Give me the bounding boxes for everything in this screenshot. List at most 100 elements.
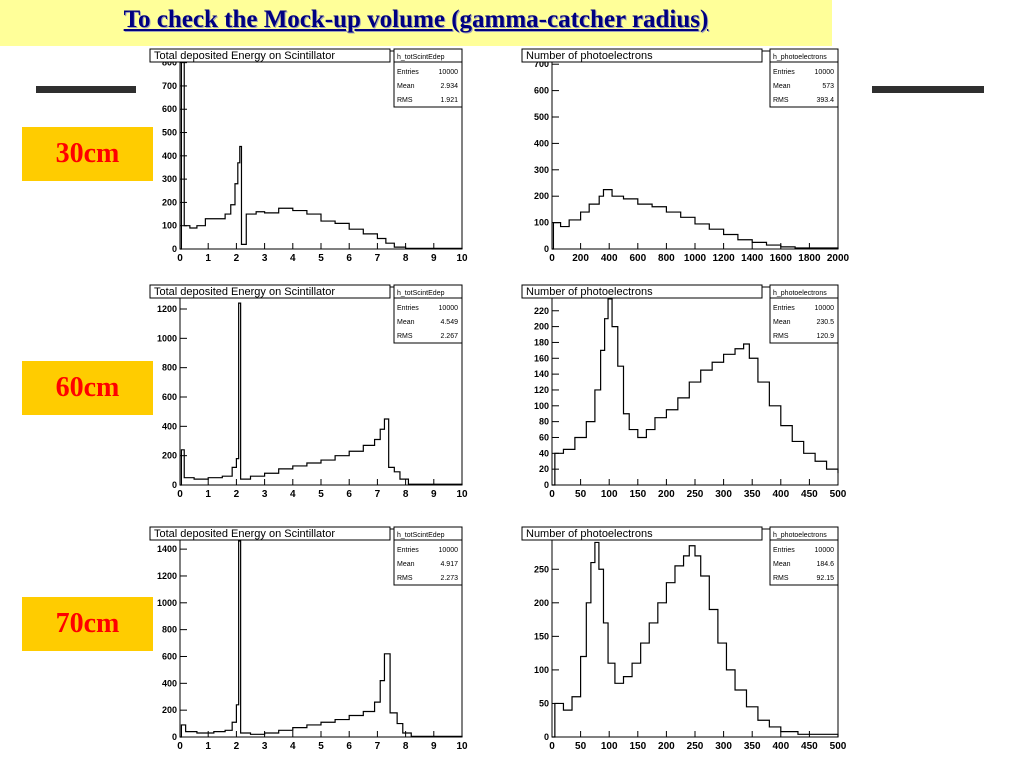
x-tick-label: 10 — [456, 253, 468, 264]
x-tick-label: 8 — [403, 253, 409, 264]
y-tick-label: 100 — [534, 665, 549, 675]
stats-entries-value: 10000 — [439, 547, 459, 554]
y-tick-label: 800 — [162, 625, 177, 635]
y-tick-label: 600 — [162, 651, 177, 661]
stats-mean-label: Mean — [397, 561, 415, 568]
y-tick-label: 80 — [539, 417, 549, 427]
y-tick-label: 300 — [162, 174, 177, 184]
x-tick-label: 250 — [687, 741, 704, 752]
stats-rms-label: RMS — [773, 333, 789, 340]
y-tick-label: 100 — [534, 218, 549, 228]
x-tick-label: 150 — [629, 741, 646, 752]
x-tick-label: 50 — [575, 741, 587, 752]
y-tick-label: 400 — [162, 678, 177, 688]
histogram-line — [180, 57, 463, 250]
x-tick-label: 4 — [290, 253, 296, 264]
slide-title: To check the Mock-up volume (gamma-catch… — [123, 6, 709, 33]
stats-rms-value: 92.15 — [816, 575, 834, 582]
x-tick-label: 200 — [658, 489, 675, 500]
x-tick-label: 200 — [572, 253, 589, 264]
x-tick-label: 400 — [601, 253, 618, 264]
stats-name: h_photoelectrons — [773, 54, 827, 61]
x-tick-label: 0 — [177, 489, 183, 500]
x-tick-label: 6 — [346, 253, 352, 264]
histogram-line — [180, 540, 463, 738]
y-tick-label: 0 — [172, 480, 177, 490]
x-tick-label: 2000 — [827, 253, 850, 264]
y-tick-label: 200 — [534, 191, 549, 201]
chart-title-frame — [149, 526, 391, 541]
stats-mean-value: 2.934 — [440, 83, 458, 90]
x-tick-label: 450 — [801, 741, 818, 752]
y-tick-label: 300 — [534, 165, 549, 175]
x-tick-label: 50 — [575, 489, 587, 500]
stats-entries-label: Entries — [773, 69, 795, 76]
stats-mean-value: 4.549 — [440, 319, 458, 326]
x-tick-label: 0 — [549, 253, 555, 264]
stats-frame — [769, 526, 839, 586]
y-tick-label: 400 — [162, 151, 177, 161]
x-tick-label: 2 — [234, 489, 240, 500]
stats-mean-label: Mean — [773, 83, 791, 90]
x-tick-label: 8 — [403, 741, 409, 752]
x-tick-label: 400 — [772, 741, 789, 752]
x-tick-label: 300 — [715, 489, 732, 500]
y-tick-label: 400 — [162, 421, 177, 431]
x-tick-label: 500 — [830, 489, 847, 500]
y-tick-label: 200 — [534, 598, 549, 608]
stats-rms-label: RMS — [397, 575, 413, 582]
y-tick-label: 140 — [534, 369, 549, 379]
y-tick-label: 200 — [534, 322, 549, 332]
y-tick-label: 400 — [534, 138, 549, 148]
y-tick-label: 600 — [162, 392, 177, 402]
x-tick-label: 600 — [629, 253, 646, 264]
y-tick-label: 1200 — [157, 571, 177, 581]
y-tick-label: 40 — [539, 448, 549, 458]
y-tick-label: 1000 — [157, 333, 177, 343]
stats-frame — [393, 48, 463, 108]
y-tick-label: 200 — [162, 197, 177, 207]
stats-frame — [393, 284, 463, 344]
y-tick-label: 20 — [539, 464, 549, 474]
x-tick-label: 0 — [177, 253, 183, 264]
stats-mean-value: 573 — [822, 83, 834, 90]
stats-entries-label: Entries — [397, 305, 419, 312]
y-tick-label: 120 — [534, 385, 549, 395]
x-tick-label: 350 — [744, 741, 761, 752]
chart-title-frame — [149, 284, 391, 299]
x-tick-label: 1400 — [741, 253, 764, 264]
chart-title: Number of photoelectrons — [526, 286, 653, 298]
chart-title: Total deposited Energy on Scintillator — [154, 50, 335, 62]
stats-box: h_totScintEdep Entries 10000 Mean 2.934 RMS 1.… — [393, 48, 463, 108]
x-tick-label: 100 — [601, 741, 618, 752]
radius-label-70cm: 70cm — [22, 597, 153, 651]
x-tick-label: 3 — [262, 253, 268, 264]
y-tick-label: 700 — [162, 81, 177, 91]
chart-title: Total deposited Energy on Scintillator — [154, 286, 335, 298]
y-tick-label: 500 — [162, 128, 177, 138]
x-tick-label: 0 — [549, 741, 555, 752]
stats-rms-label: RMS — [397, 97, 413, 104]
histogram-line — [552, 541, 839, 738]
chart-title: Number of photoelectrons — [526, 50, 653, 62]
energy-histogram-30cm: 0 1 2 3 4 5 6 7 8 9 100100200300400500600700800Tot… — [149, 48, 468, 264]
chart-title-frame — [521, 526, 763, 541]
chart-title-box: Number of photoelectrons — [521, 48, 763, 63]
x-tick-label: 250 — [687, 489, 704, 500]
stats-frame — [393, 526, 463, 586]
stats-frame — [769, 284, 839, 344]
x-tick-label: 6 — [346, 489, 352, 500]
x-tick-label: 1 — [205, 253, 211, 264]
stats-rms-label: RMS — [773, 97, 789, 104]
divider-bar-right — [872, 86, 984, 93]
x-tick-label: 8 — [403, 489, 409, 500]
x-tick-label: 9 — [431, 489, 437, 500]
stats-rms-value: 120.9 — [816, 333, 834, 340]
x-tick-label: 4 — [290, 741, 296, 752]
y-tick-label: 0 — [172, 244, 177, 254]
y-tick-label: 800 — [162, 58, 177, 68]
y-tick-label: 1200 — [157, 304, 177, 314]
stats-entries-value: 10000 — [815, 547, 835, 554]
stats-rms-value: 1.921 — [440, 97, 458, 104]
stats-entries-value: 10000 — [439, 69, 459, 76]
